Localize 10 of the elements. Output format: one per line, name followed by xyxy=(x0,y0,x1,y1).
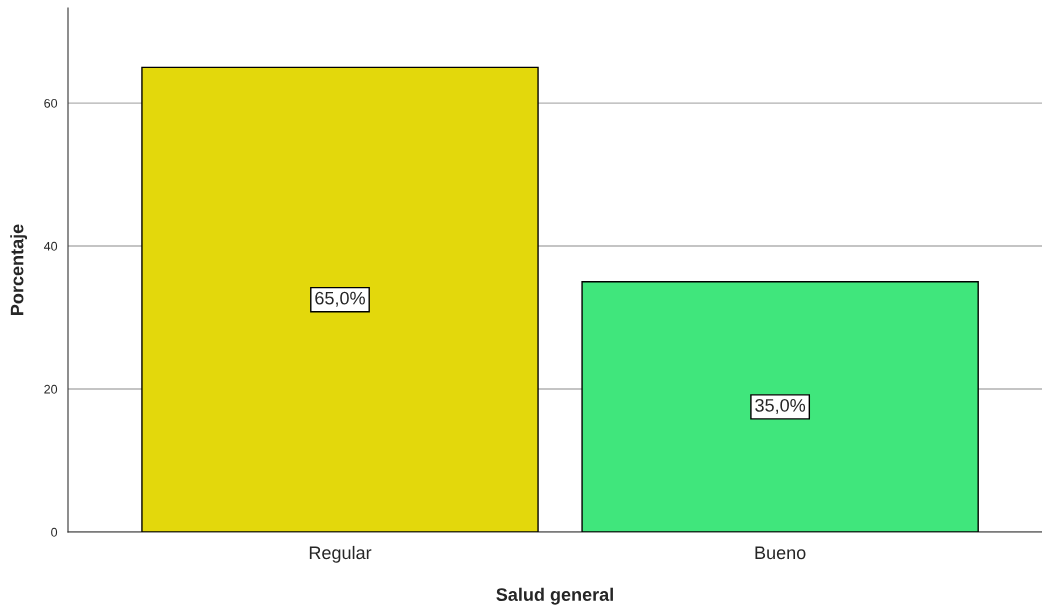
y-tick-label: 20 xyxy=(44,384,58,394)
y-tick-label: 0 xyxy=(51,527,58,537)
data-label: 35,0% xyxy=(755,398,806,414)
y-axis-title: Porcentaje xyxy=(10,224,28,315)
y-tick-label: 60 xyxy=(44,98,58,108)
data-label: 65,0% xyxy=(315,291,365,307)
x-tick-label: Bueno xyxy=(755,546,806,560)
x-axis-title: Salud general xyxy=(496,587,613,605)
y-tick-label: 40 xyxy=(43,241,58,251)
x-tick-label: Regular xyxy=(309,545,372,563)
